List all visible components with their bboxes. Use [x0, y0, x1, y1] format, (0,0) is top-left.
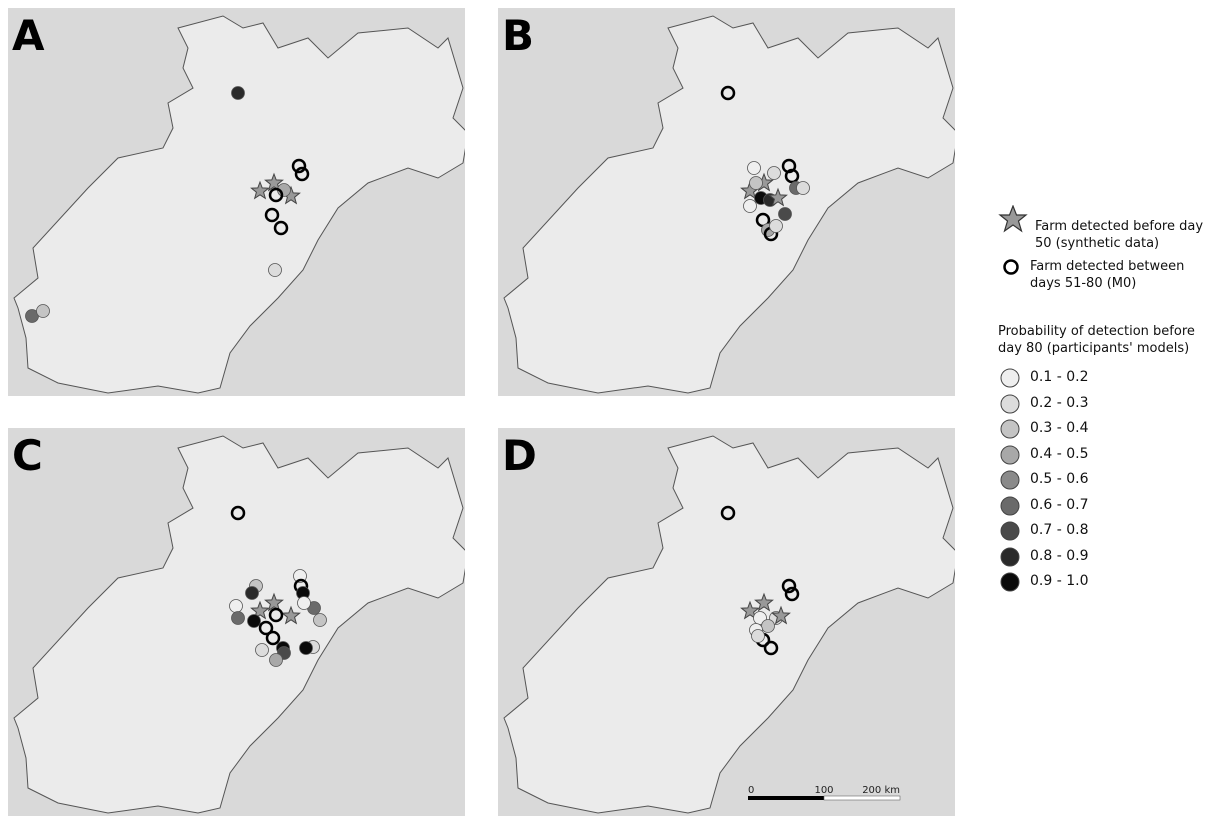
farm-point	[313, 613, 327, 627]
legend-swatch	[1000, 521, 1020, 541]
panel-label: D	[502, 431, 537, 480]
farm-ring	[265, 630, 281, 646]
farm-point	[749, 176, 763, 190]
farm-point	[751, 629, 765, 643]
farm-point	[36, 304, 50, 318]
farm-ring	[720, 85, 736, 101]
legend-class: 0.8 - 0.9	[1030, 547, 1089, 564]
farm-ring	[230, 505, 246, 521]
farm-point	[255, 643, 269, 657]
farm-point	[761, 619, 775, 633]
legend-swatch	[1000, 470, 1020, 490]
legend-title: Probability of detection before day 80 (…	[998, 324, 1195, 356]
swatch	[1000, 521, 1020, 541]
scale-label: 100	[814, 785, 833, 796]
farm-ring	[291, 158, 307, 174]
farm-ring	[784, 586, 800, 602]
farm-ring	[294, 166, 310, 182]
farm-star	[281, 605, 301, 625]
map-panel: C	[8, 428, 465, 816]
panel-label: C	[12, 431, 43, 480]
farm-ring	[784, 168, 800, 184]
farm-point	[268, 263, 282, 277]
legend-class: 0.3 - 0.4	[1030, 420, 1089, 436]
map-panel: A	[8, 8, 465, 396]
panel-label: B	[502, 11, 534, 60]
legend-swatch	[1000, 547, 1020, 566]
farm-star	[250, 600, 270, 620]
farm-point	[297, 596, 311, 610]
farm-point	[778, 207, 792, 221]
legend-class: 0.4 - 0.5	[1030, 445, 1089, 462]
panel-label: A	[12, 11, 45, 60]
farm-star	[740, 600, 760, 620]
farm-star	[771, 605, 791, 625]
legend-swatch	[1000, 445, 1020, 464]
region	[503, 15, 955, 394]
legend-ring: Farm detected between days 51-80 (M0)	[1030, 259, 1185, 291]
map-panel: D 0 100 200 km	[498, 428, 955, 816]
legend-class: 0.9 - 1.0	[1030, 573, 1089, 589]
farm-point	[229, 599, 243, 613]
legend-swatch	[1000, 572, 1020, 592]
farm-point	[231, 611, 245, 625]
farm-point	[743, 199, 757, 213]
farm-point	[247, 614, 261, 628]
legend-swatch	[1000, 496, 1020, 515]
farm-star	[264, 592, 284, 612]
farm-ring	[763, 640, 779, 656]
region	[503, 435, 955, 814]
farm-point	[299, 641, 313, 655]
legend-swatch	[1000, 368, 1020, 388]
farm-point	[796, 181, 810, 195]
farm-ring	[264, 207, 280, 223]
farm-star	[250, 180, 270, 200]
swatch	[1000, 547, 1020, 566]
swatch	[1000, 419, 1020, 439]
region	[13, 15, 465, 394]
legend-class: 0.5 - 0.6	[1030, 471, 1089, 487]
farm-point	[245, 586, 259, 600]
scale-bar	[748, 796, 824, 800]
legend-symbols	[998, 205, 1028, 275]
swatch	[1000, 445, 1020, 464]
legend-star: Farm detected before day 50 (synthetic d…	[1035, 219, 1204, 251]
farm-point	[269, 653, 283, 667]
farm-ring	[781, 578, 797, 594]
farm-star	[264, 172, 284, 192]
farm-point	[231, 86, 245, 100]
farm-star	[768, 187, 788, 207]
swatch	[1000, 394, 1020, 413]
farm-point	[767, 166, 781, 180]
farm-ring	[268, 607, 284, 623]
legend-class: 0.2 - 0.3	[1030, 394, 1089, 411]
swatch	[1000, 496, 1020, 515]
scale-label: 200 km	[862, 785, 900, 796]
farm-ring	[268, 187, 284, 203]
swatch	[1000, 470, 1020, 490]
legend-swatch	[1000, 394, 1020, 413]
farm-ring	[258, 620, 274, 636]
farm-ring	[720, 505, 736, 521]
farm-star	[754, 592, 774, 612]
legend-class: 0.6 - 0.7	[1030, 496, 1089, 513]
legend-class: 0.7 - 0.8	[1030, 522, 1089, 538]
farm-ring	[273, 220, 289, 236]
scale-label: 0	[748, 785, 754, 796]
scale-bar	[823, 795, 901, 801]
map-panel: B	[498, 8, 955, 396]
legend-swatch	[1000, 419, 1020, 439]
legend-class: 0.1 - 0.2	[1030, 369, 1089, 385]
swatch	[1000, 368, 1020, 388]
swatch	[1000, 572, 1020, 592]
farm-point	[769, 219, 783, 233]
farm-point	[747, 161, 761, 175]
